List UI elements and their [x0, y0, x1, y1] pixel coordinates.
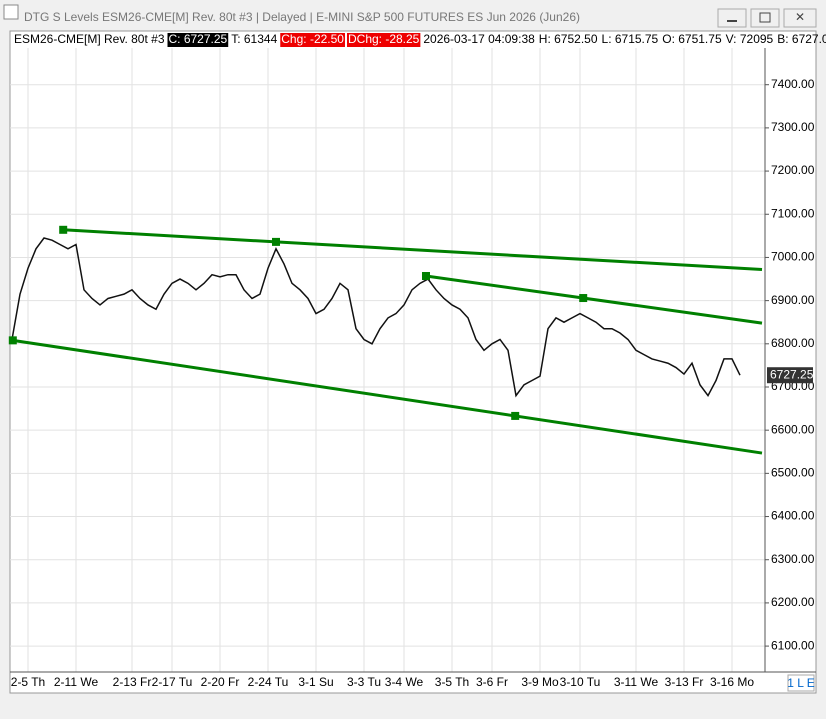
trend-anchor [579, 294, 588, 303]
x-tick-label: 2-20 Fr [201, 675, 240, 689]
x-tick-label: 3-13 Fr [665, 675, 704, 689]
trend-line [12, 338, 763, 455]
y-tick-label: 7000.00 [771, 250, 815, 264]
x-tick-label: 3-3 Tu [347, 675, 381, 689]
y-tick-label: 7400.00 [771, 77, 815, 91]
info-bid: B: 6727.0 [777, 32, 826, 46]
x-tick-label: 3-11 We [614, 675, 659, 689]
trend-anchor [272, 237, 280, 246]
x-tick-label: 3-1 Su [298, 675, 333, 689]
info-time: 2026-03-17 04:09:38 [423, 32, 535, 46]
x-tick-label: 3-6 Fr [476, 675, 508, 689]
x-tick-label: 2-11 We [54, 675, 99, 689]
minimize-button[interactable] [717, 8, 747, 28]
x-tick-label: 3-9 Mo [521, 675, 559, 689]
y-tick-label: 6400.00 [771, 509, 815, 523]
info-change: Chg: -22.50 [281, 32, 344, 46]
info-highlight [280, 33, 345, 47]
window-title: DTG S Levels ESM26-CME[M] Rev. 80t #3 | … [24, 10, 580, 24]
y-tick-label: 6500.00 [771, 466, 815, 480]
x-tick-label: 2-5 Th [11, 675, 45, 689]
trend-anchor [59, 225, 68, 234]
trend-anchor [422, 272, 430, 281]
maximize-icon [759, 12, 771, 23]
x-tick-label: 2-13 Fr [113, 675, 152, 689]
app-icon [3, 4, 19, 20]
y-tick-label: 6300.00 [771, 552, 815, 566]
info-ticks: T: 61344 [231, 32, 277, 46]
y-tick-label: 6100.00 [771, 638, 815, 652]
status: 1 L E [787, 676, 815, 690]
trend-line [425, 274, 763, 325]
trend-anchor [8, 336, 17, 345]
info-volume: V: 72095 [726, 32, 774, 46]
maximize-button[interactable] [750, 8, 780, 28]
x-tick-label: 2-17 Tu [152, 675, 193, 689]
plot: 6100.00 6200.00 6300.00 6400.00 6500.00 6600.… [8, 48, 815, 689]
status-box [787, 674, 815, 692]
y-tick-label: 6200.00 [771, 595, 815, 609]
last-price-label: 6727.25 [770, 367, 814, 381]
y-tick-label: 6600.00 [771, 422, 815, 436]
price-line [11, 237, 741, 398]
x-tick-label: 2-24 Tu [248, 675, 289, 689]
y-tick-label: 7100.00 [771, 206, 815, 220]
close-icon: ✕ [795, 10, 805, 24]
info-day-change: DChg: -28.25 [348, 32, 420, 46]
info-open: O: 6751.75 [662, 32, 722, 46]
info-highlight [346, 33, 421, 47]
x-tick-label: 3-10 Tu [560, 675, 601, 689]
info-low: L: 6715.75 [602, 32, 659, 46]
info-bar: ESM26-CME[M] Rev. 80t #3 C: 6727.25 T: 613… [14, 32, 826, 47]
info-close: C: 6727.25 [169, 32, 228, 46]
info-symbol: ESM26-CME[M] Rev. 80t #3 [14, 32, 165, 46]
last-price-box [767, 367, 813, 384]
x-tick-label: 3-16 Mo [710, 675, 754, 689]
info-high: H: 6752.50 [539, 32, 598, 46]
trend-anchor [511, 411, 520, 420]
close-button[interactable] [783, 8, 817, 28]
chart-panel [9, 30, 817, 694]
x-tick-label: 3-5 Th [435, 675, 469, 689]
info-highlight [167, 33, 229, 47]
y-tick-label: 6900.00 [771, 293, 815, 307]
trend-line [63, 228, 763, 272]
y-tick-label: 7300.00 [771, 120, 815, 134]
x-tick-label: 3-4 We [385, 675, 424, 689]
y-tick-label: 7200.00 [771, 163, 815, 177]
y-tick-label: 6800.00 [771, 336, 815, 350]
